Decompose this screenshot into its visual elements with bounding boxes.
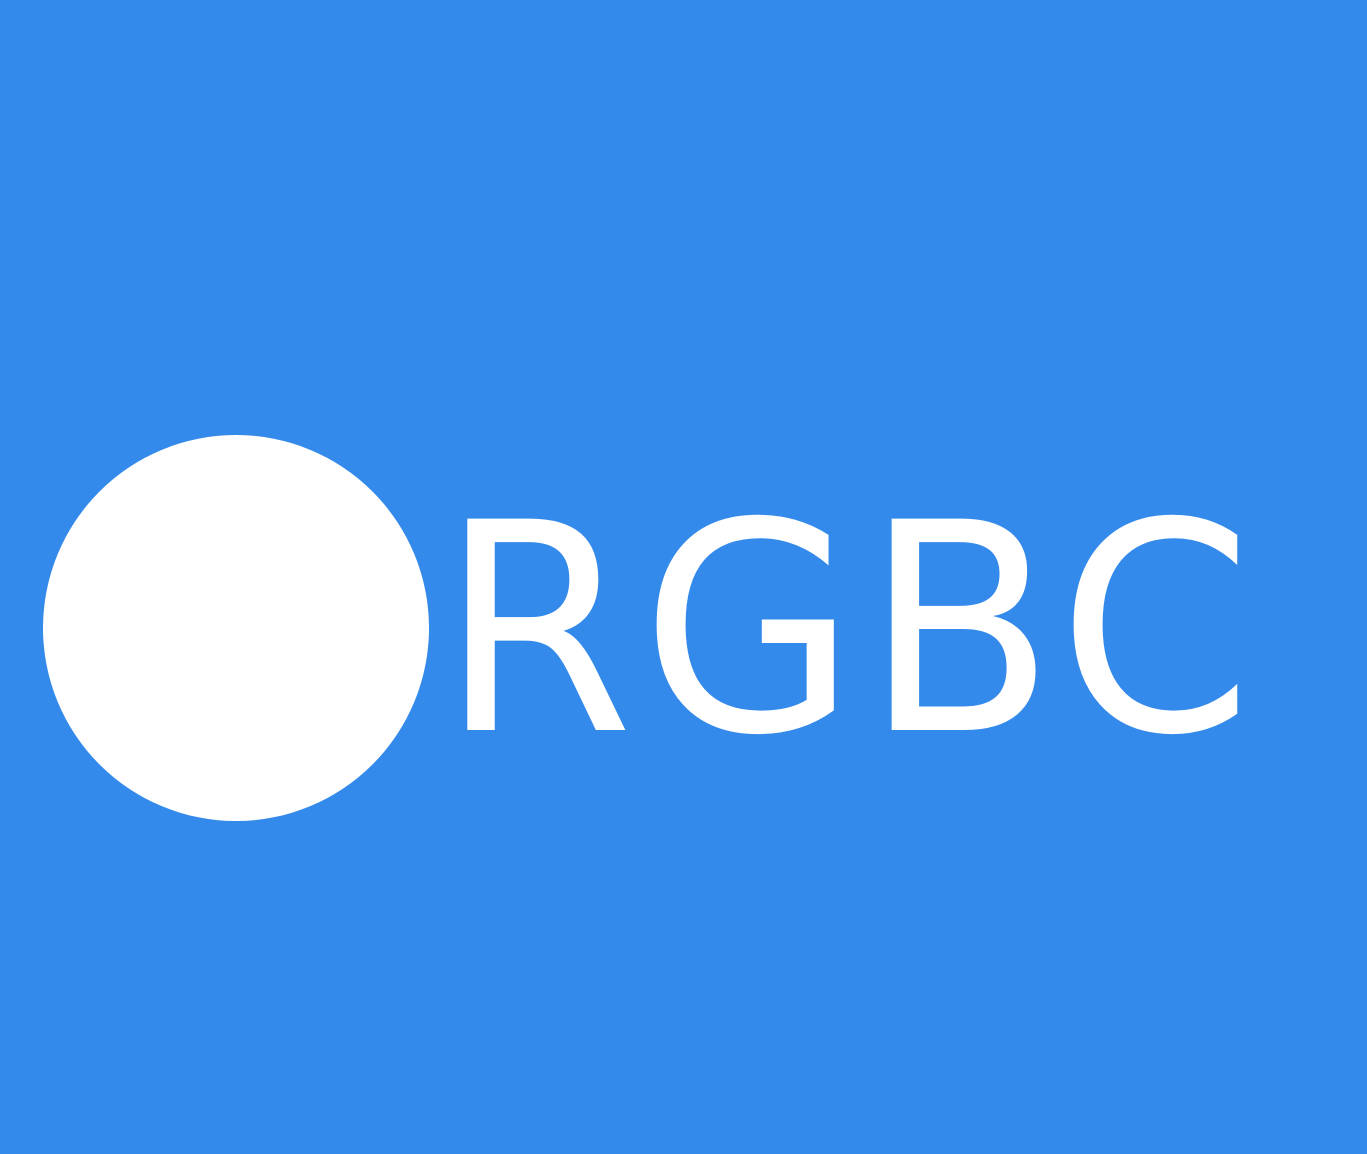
- white-circle-icon: [43, 435, 429, 821]
- logo-wordmark: RGBC: [440, 462, 1260, 799]
